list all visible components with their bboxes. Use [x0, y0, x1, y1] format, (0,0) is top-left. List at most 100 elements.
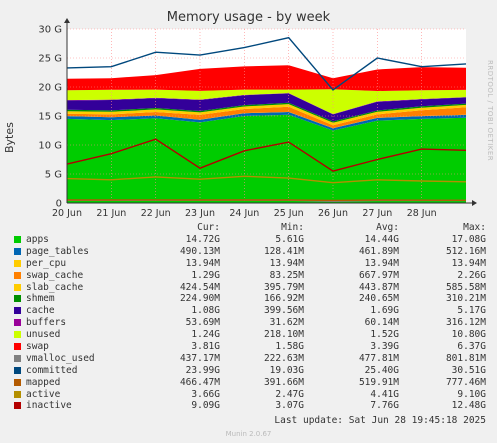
legend-cur: 1.24G	[191, 329, 220, 341]
area-cache	[67, 93, 466, 122]
legend-max: 12.48G	[451, 400, 486, 412]
y-tick-label: 30 G	[38, 25, 62, 36]
legend-max: 13.94M	[451, 257, 486, 269]
legend-cur: 13.94M	[185, 257, 220, 269]
x-tick-label: 24 Jun	[229, 208, 259, 219]
area-swap	[67, 65, 466, 91]
legend-swatch	[14, 354, 21, 362]
legend-header-max: Max:	[463, 222, 486, 233]
legend-row-slab_cache: slab_cache 424.54M 395.79M 443.87M 585.58M	[12, 282, 492, 294]
legend-cur: 53.69M	[185, 317, 220, 329]
area-buffers	[67, 93, 466, 115]
legend-swatch	[14, 259, 21, 267]
legend-swatch	[14, 307, 21, 315]
legend-avg: 1.69G	[370, 305, 399, 317]
line-active	[66, 175, 467, 184]
legend-min: 19.03G	[269, 364, 304, 376]
legend-avg: 461.89M	[358, 245, 399, 257]
legend-avg: 443.87M	[358, 281, 399, 293]
legend-row-mapped: mapped 466.47M 391.66M 519.91M 777.46M	[12, 377, 492, 389]
legend-min: 5.61G	[275, 234, 304, 245]
legend-row-apps: apps 14.72G 5.61G 14.44G 17.08G	[12, 234, 492, 246]
area-apps	[67, 114, 466, 203]
legend-min: 1.58G	[275, 341, 304, 353]
legend-max: 10.80G	[451, 329, 486, 341]
legend-max: 2.26G	[457, 269, 486, 281]
legend-row-vmalloc_used: vmalloc_used 437.17M 222.63M 477.81M 801.81M	[12, 353, 492, 365]
legend-max: 6.37G	[457, 341, 486, 353]
legend-swatch	[14, 319, 21, 327]
legend-row-shmem: shmem 224.90M 166.92M 240.65M 310.21M	[12, 293, 492, 305]
legend-swatch	[14, 378, 21, 386]
legend-avg: 14.44G	[364, 234, 399, 245]
legend-swatch	[14, 271, 21, 279]
x-tick-label: 27 Jun	[362, 208, 392, 219]
rrdtool-watermark: RRDTOOL / TOBI OETIKER	[486, 60, 494, 162]
legend-cur: 14.72G	[185, 234, 220, 245]
legend-swatch	[14, 236, 21, 243]
legend-max: 5.17G	[457, 305, 486, 317]
x-tick-label: 22 Jun	[141, 208, 171, 219]
legend-avg: 1.52G	[370, 329, 399, 341]
area-page_tables	[67, 112, 466, 131]
legend-row-committed: committed 23.99G 19.03G 25.40G 30.51G	[12, 365, 492, 377]
legend-min: 391.66M	[263, 376, 304, 388]
legend-name: active	[26, 388, 61, 400]
legend-avg: 7.76G	[370, 400, 399, 412]
legend-min: 128.41M	[263, 245, 304, 257]
legend-max: 9.10G	[457, 388, 486, 400]
legend-avg: 519.91M	[358, 376, 399, 388]
legend-min: 399.56M	[263, 305, 304, 317]
legend-cur: 466.47M	[179, 376, 220, 388]
legend-max: 17.08G	[451, 234, 486, 245]
legend-name: shmem	[26, 293, 55, 305]
legend-row-unused: unused 1.24G 218.10M 1.52G 10.80G	[12, 329, 492, 341]
legend-row-cache: cache 1.08G 399.56M 1.69G 5.17G	[12, 305, 492, 317]
legend-min: 83.25M	[269, 269, 304, 281]
legend-min: 13.94M	[269, 257, 304, 269]
y-axis-arrow	[64, 18, 70, 23]
legend-cur: 224.90M	[179, 293, 220, 305]
legend-row-active: active 3.66G 2.47G 4.41G 9.10G	[12, 389, 492, 401]
legend-header-avg: Avg:	[376, 222, 399, 233]
legend-cur: 490.13M	[179, 245, 220, 257]
legend-name: inactive	[26, 400, 72, 412]
line-mapped	[67, 199, 467, 202]
legend-row-swap: swap 3.81G 1.58G 3.39G 6.37G	[12, 341, 492, 353]
legend-avg: 477.81M	[358, 352, 399, 364]
legend-name: buffers	[26, 317, 67, 329]
legend-avg: 4.41G	[370, 388, 399, 400]
legend-min: 222.63M	[263, 352, 304, 364]
legend-header-min: Min:	[281, 222, 304, 233]
legend-swatch	[14, 402, 21, 410]
area-swap_cache	[67, 106, 466, 129]
legend-swatch	[14, 247, 21, 255]
legend-row-inactive: inactive 9.09G 3.07G 7.76G 12.48G	[12, 400, 492, 412]
legend-max: 585.58M	[445, 281, 486, 293]
legend-max: 512.16M	[445, 245, 486, 257]
legend-name: slab_cache	[26, 281, 84, 293]
legend-swatch	[14, 295, 21, 303]
legend-cur: 437.17M	[179, 352, 220, 364]
legend-avg: 240.65M	[358, 293, 399, 305]
legend-min: 218.10M	[263, 329, 304, 341]
y-tick-label: 10 G	[38, 141, 62, 152]
legend-row-swap_cache: swap_cache 1.29G 83.25M 667.97M 2.26G	[12, 270, 492, 282]
legend-max: 30.51G	[451, 364, 486, 376]
legend-cur: 3.66G	[191, 388, 220, 400]
chart-title: Memory usage - by week	[166, 10, 331, 25]
legend-cur: 23.99G	[185, 364, 220, 376]
legend-avg: 25.40G	[364, 364, 399, 376]
legend-name: page_tables	[26, 245, 89, 257]
legend-max: 316.12M	[445, 317, 486, 329]
legend-cur: 424.54M	[179, 281, 220, 293]
line-inactive	[66, 138, 467, 172]
legend-name: mapped	[26, 376, 61, 388]
legend-name: swap_cache	[26, 269, 84, 281]
legend-cur: 3.81G	[191, 341, 220, 353]
legend-avg: 13.94M	[364, 257, 399, 269]
y-tick-label: 5 G	[45, 170, 62, 181]
last-update: Last update: Sat Jun 28 19:45:18 2025	[274, 415, 486, 426]
legend-min: 31.62M	[269, 317, 304, 329]
legend-name: per_cpu	[26, 257, 67, 269]
